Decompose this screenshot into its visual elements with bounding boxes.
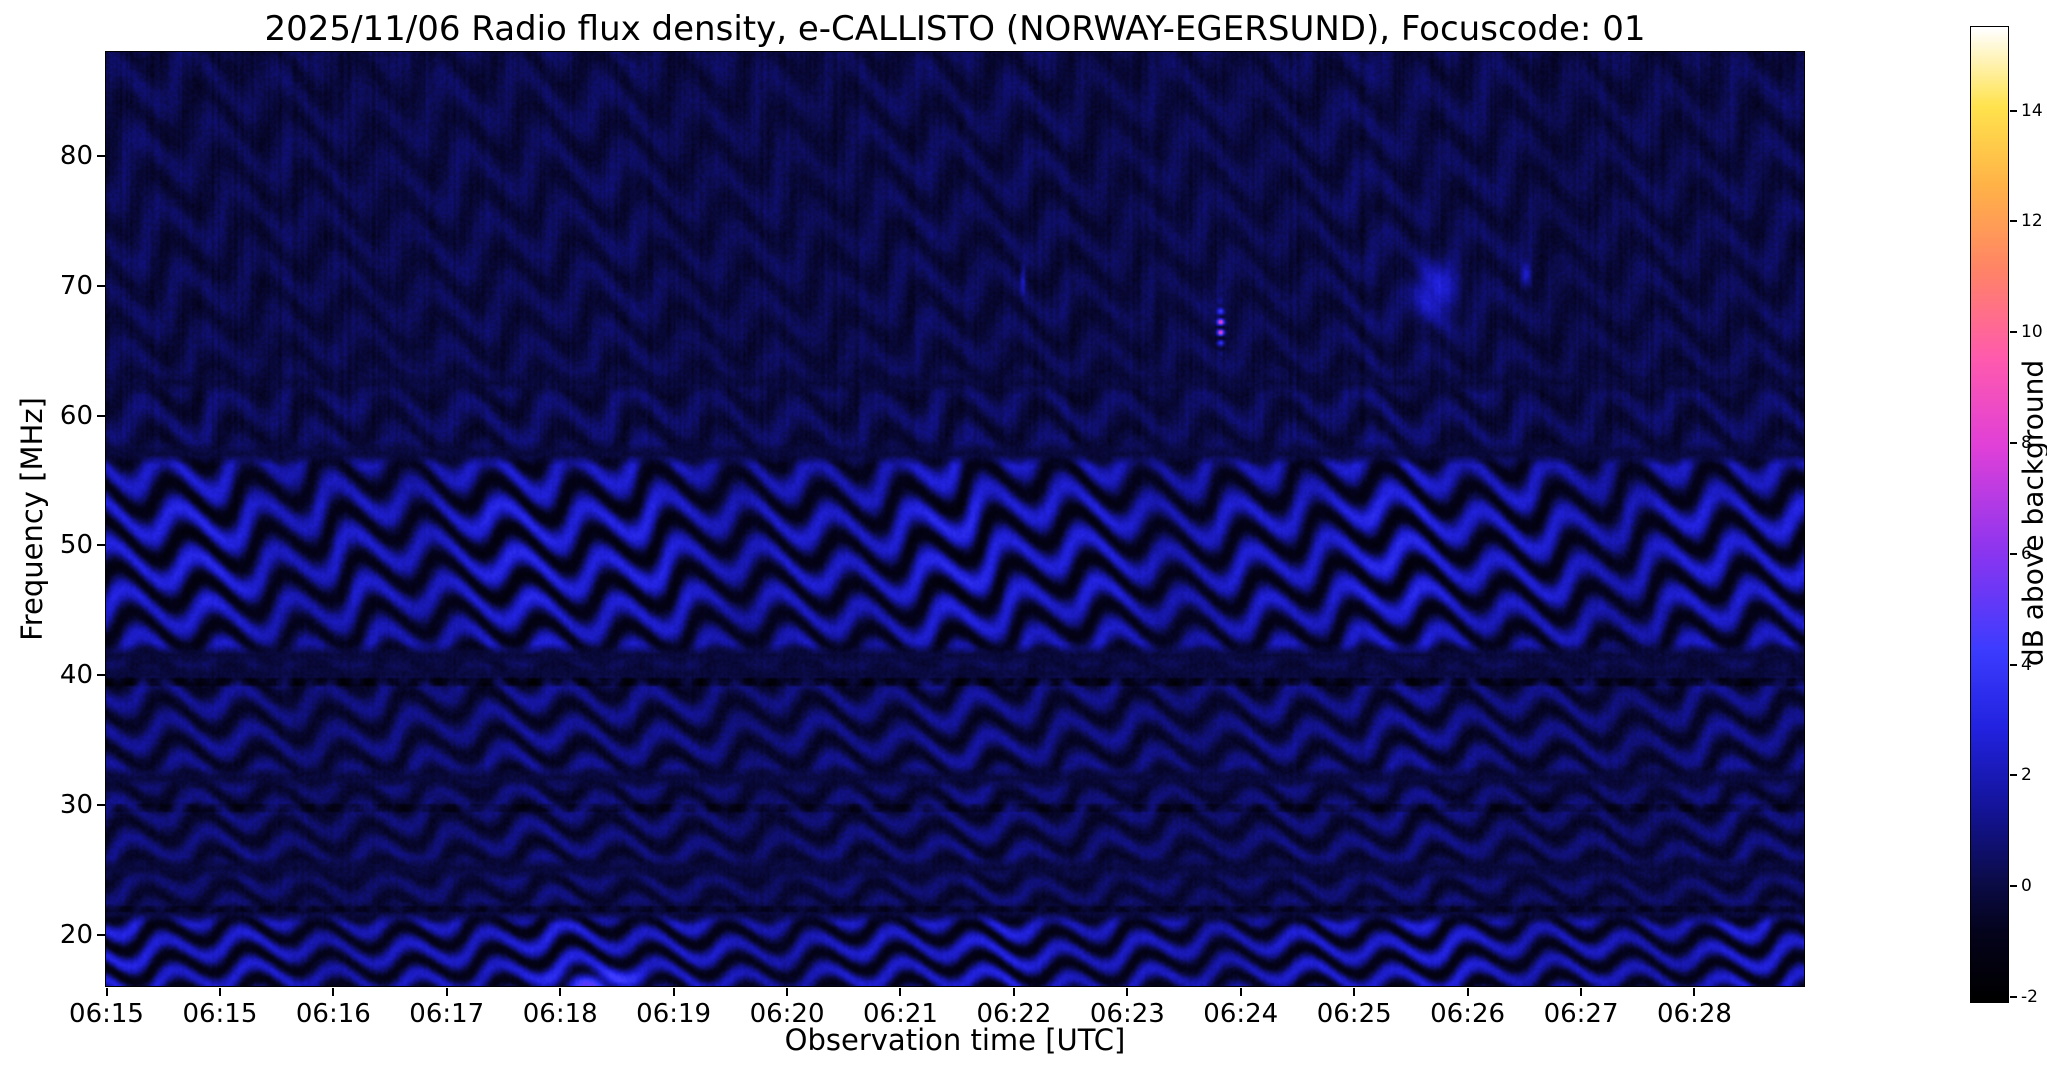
colorbar-tick-label: -2	[2021, 986, 2038, 1007]
y-tick-label: 20	[59, 919, 93, 950]
colorbar-tick-mark	[2010, 885, 2017, 888]
colorbar-tick-mark	[2010, 995, 2017, 998]
x-tick-mark	[672, 988, 675, 996]
x-tick-mark	[559, 988, 562, 996]
y-axis-label: Frequency [MHz]	[15, 397, 49, 641]
x-tick-label: 06:24	[1203, 999, 1279, 1029]
y-tick-label: 30	[59, 789, 93, 820]
colorbar-label: dB above background	[2016, 359, 2047, 667]
colorbar-tick-label: 14	[2021, 100, 2043, 121]
x-tick-mark	[1693, 988, 1696, 996]
x-tick-label: 06:27	[1543, 999, 1619, 1029]
x-tick-label: 06:21	[863, 999, 938, 1029]
x-tick-mark	[1580, 988, 1583, 996]
y-tick-mark	[97, 285, 105, 287]
x-tick-mark	[332, 988, 335, 996]
x-tick-label: 06:26	[1430, 999, 1506, 1029]
y-tick-mark	[97, 155, 105, 158]
y-tick-label: 60	[59, 400, 93, 431]
x-tick-mark	[1466, 988, 1469, 996]
colorbar-tick-label: 4	[2021, 654, 2032, 675]
colorbar-tick-label: 8	[2021, 432, 2032, 453]
x-tick-mark	[445, 988, 448, 996]
y-tick-mark	[97, 544, 105, 547]
y-tick-mark	[97, 414, 105, 417]
colorbar-tick-mark	[2010, 220, 2017, 223]
x-tick-mark	[1126, 988, 1129, 996]
colorbar-tick-mark	[2010, 663, 2017, 666]
y-tick-label: 70	[59, 271, 93, 301]
x-tick-mark	[1239, 988, 1242, 996]
x-tick-mark	[1012, 988, 1015, 996]
spectrogram-canvas	[106, 52, 1804, 986]
colorbar-tick-label: 0	[2021, 876, 2032, 897]
colorbar-tick-label: 10	[2021, 322, 2043, 343]
x-tick-mark	[786, 988, 789, 996]
x-tick-label: 06:25	[1316, 999, 1392, 1029]
y-tick-mark	[97, 803, 105, 806]
x-tick-label: 06:22	[976, 999, 1052, 1029]
x-tick-label: 06:15	[182, 999, 258, 1029]
x-tick-label: 06:28	[1657, 999, 1732, 1029]
colorbar-tick-mark	[2010, 109, 2017, 112]
colorbar-tick-label: 6	[2021, 543, 2032, 564]
y-tick-mark	[97, 933, 105, 936]
x-tick-label: 06:20	[749, 999, 825, 1029]
colorbar-tick-mark	[2010, 331, 2017, 334]
colorbar-tick-mark	[2010, 552, 2017, 555]
x-tick-mark	[1353, 988, 1356, 996]
colorbar-tick-label: 12	[2021, 211, 2043, 232]
colorbar-gradient-canvas	[1971, 27, 2008, 1002]
plot-area	[105, 51, 1805, 987]
colorbar	[1970, 26, 2009, 1003]
x-tick-label: 06:15	[69, 999, 144, 1029]
x-tick-mark	[899, 988, 902, 996]
x-tick-label: 06:16	[295, 999, 371, 1029]
y-tick-label: 80	[59, 141, 93, 172]
colorbar-tick-mark	[2010, 774, 2017, 777]
plot-title: 2025/11/06 Radio flux density, e-CALLIST…	[264, 9, 1646, 49]
x-tick-mark	[105, 988, 108, 996]
colorbar-tick-label: 2	[2021, 765, 2032, 786]
colorbar-tick-mark	[2010, 441, 2017, 444]
x-tick-label: 06:17	[409, 999, 485, 1029]
x-axis-label: Observation time [UTC]	[784, 1023, 1126, 1057]
y-tick-label: 50	[59, 530, 93, 561]
x-tick-label: 06:18	[522, 999, 598, 1029]
x-tick-label: 06:23	[1089, 999, 1165, 1029]
y-tick-mark	[97, 674, 105, 677]
x-tick-mark	[218, 988, 221, 996]
y-tick-label: 40	[59, 660, 93, 691]
x-tick-label: 06:19	[636, 999, 712, 1029]
